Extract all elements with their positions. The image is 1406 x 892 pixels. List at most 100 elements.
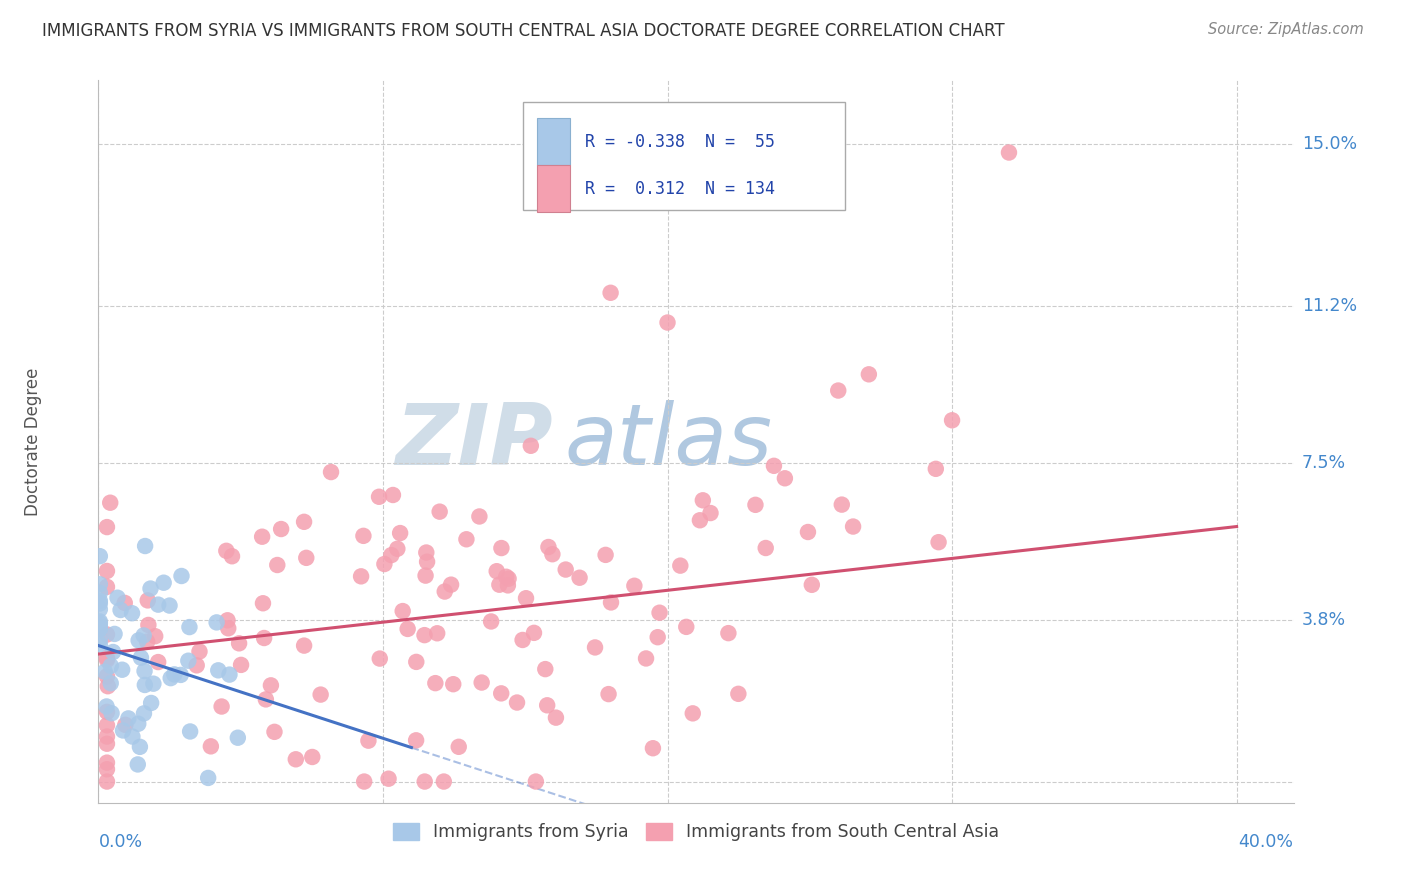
Immigrants from South Central Asia [858, 368, 880, 382]
Immigrants from Syria [89, 594, 111, 608]
Immigrants from South Central Asia [381, 488, 404, 502]
Immigrants from South Central Asia [96, 564, 118, 578]
Immigrants from Syria [134, 539, 156, 553]
Immigrants from South Central Asia [675, 620, 697, 634]
Immigrants from South Central Asia [441, 677, 464, 691]
Immigrants from South Central Asia [377, 772, 399, 786]
Immigrants from Syria [163, 667, 186, 681]
Immigrants from South Central Asia [252, 596, 274, 610]
Immigrants from South Central Asia [96, 580, 118, 594]
Immigrants from South Central Asia [537, 540, 560, 554]
Immigrants from Syria [89, 602, 111, 616]
Immigrants from South Central Asia [744, 498, 766, 512]
Immigrants from Syria [100, 676, 122, 690]
Immigrants from South Central Asia [96, 730, 118, 744]
Immigrants from South Central Asia [523, 625, 546, 640]
Text: Source: ZipAtlas.com: Source: ZipAtlas.com [1208, 22, 1364, 37]
Immigrants from South Central Asia [925, 462, 948, 476]
Immigrants from South Central Asia [136, 634, 159, 648]
Immigrants from South Central Asia [266, 558, 288, 572]
Immigrants from South Central Asia [634, 651, 657, 665]
Immigrants from South Central Asia [692, 493, 714, 508]
Immigrants from South Central Asia [433, 584, 456, 599]
Immigrants from South Central Asia [489, 686, 512, 700]
Text: atlas: atlas [565, 400, 772, 483]
Legend: Immigrants from Syria, Immigrants from South Central Asia: Immigrants from Syria, Immigrants from S… [387, 815, 1005, 848]
FancyBboxPatch shape [523, 102, 845, 211]
Immigrants from South Central Asia [96, 774, 118, 789]
Immigrants from South Central Asia [254, 692, 277, 706]
Immigrants from Syria [139, 696, 162, 710]
Immigrants from South Central Asia [479, 615, 502, 629]
Immigrants from Syria [89, 586, 111, 600]
Immigrants from South Central Asia [114, 596, 136, 610]
Immigrants from South Central Asia [295, 550, 318, 565]
Immigrants from South Central Asia [228, 636, 250, 650]
Immigrants from South Central Asia [831, 498, 853, 512]
Immigrants from Syria [159, 671, 181, 685]
Immigrants from South Central Asia [357, 733, 380, 747]
Immigrants from South Central Asia [941, 413, 963, 427]
Immigrants from Syria [89, 616, 111, 631]
Immigrants from Syria [127, 757, 149, 772]
Immigrants from South Central Asia [600, 595, 623, 609]
Immigrants from South Central Asia [270, 522, 292, 536]
Immigrants from South Central Asia [114, 718, 136, 732]
Immigrants from South Central Asia [468, 509, 491, 524]
Immigrants from South Central Asia [657, 316, 679, 330]
Immigrants from South Central Asia [350, 569, 373, 583]
Immigrants from Syria [159, 599, 181, 613]
Immigrants from Syria [127, 716, 149, 731]
FancyBboxPatch shape [537, 119, 571, 165]
Immigrants from Syria [89, 615, 111, 629]
Immigrants from Syria [89, 623, 111, 637]
Immigrants from South Central Asia [416, 555, 439, 569]
Immigrants from South Central Asia [138, 618, 160, 632]
Immigrants from South Central Asia [215, 544, 238, 558]
Immigrants from South Central Asia [96, 520, 118, 534]
Immigrants from South Central Asia [96, 653, 118, 667]
Immigrants from South Central Asia [648, 606, 671, 620]
Immigrants from Syria [89, 637, 111, 651]
Immigrants from South Central Asia [217, 613, 239, 627]
Immigrants from Syria [148, 598, 170, 612]
Immigrants from South Central Asia [143, 629, 166, 643]
Immigrants from South Central Asia [623, 579, 645, 593]
Immigrants from South Central Asia [301, 750, 323, 764]
Immigrants from South Central Asia [491, 541, 513, 555]
Immigrants from Syria [110, 603, 132, 617]
Text: ZIP: ZIP [395, 400, 553, 483]
Immigrants from Syria [179, 724, 201, 739]
Immigrants from Syria [117, 711, 139, 725]
Immigrants from Syria [129, 650, 152, 665]
Immigrants from Syria [128, 633, 150, 648]
Immigrants from Syria [89, 621, 111, 635]
Immigrants from South Central Asia [520, 439, 543, 453]
Immigrants from South Central Asia [391, 604, 413, 618]
FancyBboxPatch shape [537, 165, 571, 212]
Immigrants from South Central Asia [426, 626, 449, 640]
Immigrants from Syria [207, 663, 229, 677]
Immigrants from South Central Asia [260, 678, 283, 692]
Immigrants from South Central Asia [717, 626, 740, 640]
Immigrants from Syria [111, 663, 134, 677]
Immigrants from Syria [142, 676, 165, 690]
Immigrants from South Central Asia [96, 705, 118, 719]
Immigrants from South Central Asia [352, 529, 374, 543]
Immigrants from South Central Asia [263, 724, 285, 739]
Immigrants from South Central Asia [512, 632, 534, 647]
Immigrants from South Central Asia [200, 739, 222, 754]
Immigrants from Syria [139, 582, 162, 596]
Immigrants from South Central Asia [800, 578, 823, 592]
Immigrants from South Central Asia [405, 733, 427, 747]
Immigrants from Syria [89, 549, 111, 564]
Text: 15.0%: 15.0% [1302, 135, 1357, 153]
Immigrants from South Central Asia [188, 644, 211, 658]
Immigrants from South Central Asia [96, 762, 118, 776]
Immigrants from Syria [100, 659, 122, 673]
Immigrants from South Central Asia [292, 639, 315, 653]
Immigrants from South Central Asia [96, 756, 118, 770]
Immigrants from Syria [205, 615, 228, 630]
Immigrants from South Central Asia [506, 696, 529, 710]
Immigrants from Syria [89, 619, 111, 633]
